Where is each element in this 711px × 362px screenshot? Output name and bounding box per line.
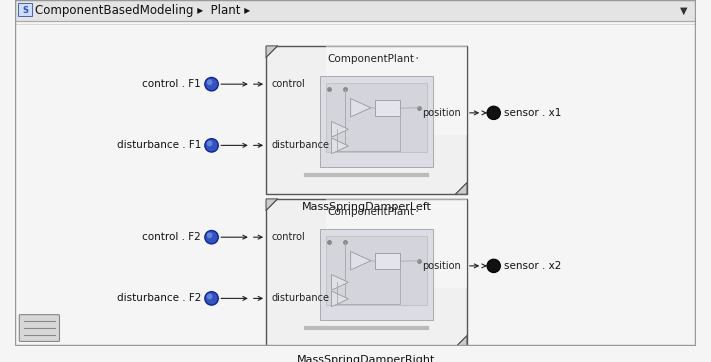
Text: ComponentPlant: ComponentPlant <box>327 207 414 217</box>
Text: sensor . x1: sensor . x1 <box>504 108 562 118</box>
Text: position: position <box>422 261 461 271</box>
Text: control: control <box>272 79 306 89</box>
Text: ·: · <box>415 205 419 219</box>
Bar <box>326 199 467 288</box>
Bar <box>18 3 32 16</box>
Circle shape <box>487 259 501 273</box>
Bar <box>326 236 427 305</box>
Text: S: S <box>22 6 28 15</box>
Polygon shape <box>266 199 277 210</box>
Text: disturbance . F1: disturbance . F1 <box>117 140 201 150</box>
Bar <box>320 228 433 320</box>
Circle shape <box>207 232 213 238</box>
Text: ·: · <box>415 52 419 66</box>
Polygon shape <box>351 252 371 270</box>
Text: MassSpringDamperRight: MassSpringDamperRight <box>297 355 436 362</box>
Circle shape <box>487 106 501 119</box>
Text: MassSpringDamperLeft: MassSpringDamperLeft <box>301 202 432 211</box>
Polygon shape <box>331 291 348 307</box>
Bar <box>320 76 433 168</box>
FancyBboxPatch shape <box>19 315 60 341</box>
Text: ComponentBasedModeling ▸  Plant ▸: ComponentBasedModeling ▸ Plant ▸ <box>35 4 250 17</box>
Circle shape <box>207 79 213 85</box>
Bar <box>375 253 400 269</box>
Text: control: control <box>272 232 306 242</box>
Bar <box>375 100 400 116</box>
Bar <box>326 46 467 135</box>
Polygon shape <box>456 336 467 347</box>
Text: ComponentPlant: ComponentPlant <box>327 54 414 64</box>
Bar <box>326 83 427 152</box>
Bar <box>266 46 467 194</box>
Text: disturbance . F2: disturbance . F2 <box>117 293 201 303</box>
Text: disturbance: disturbance <box>272 293 330 303</box>
Text: sensor . x2: sensor . x2 <box>504 261 562 271</box>
Circle shape <box>207 294 213 299</box>
Circle shape <box>205 292 218 305</box>
Text: position: position <box>422 108 461 118</box>
Polygon shape <box>331 138 348 154</box>
Circle shape <box>205 231 218 244</box>
Polygon shape <box>456 183 467 194</box>
Text: disturbance: disturbance <box>272 140 330 150</box>
Text: ▼: ▼ <box>680 5 688 16</box>
Polygon shape <box>331 122 348 137</box>
Circle shape <box>207 140 213 146</box>
Bar <box>266 199 467 347</box>
Bar <box>16 0 695 21</box>
Circle shape <box>205 77 218 91</box>
Text: control . F2: control . F2 <box>142 232 201 242</box>
Circle shape <box>205 139 218 152</box>
Text: control . F1: control . F1 <box>142 79 201 89</box>
Polygon shape <box>351 98 371 117</box>
Polygon shape <box>331 274 348 290</box>
Polygon shape <box>266 46 277 58</box>
